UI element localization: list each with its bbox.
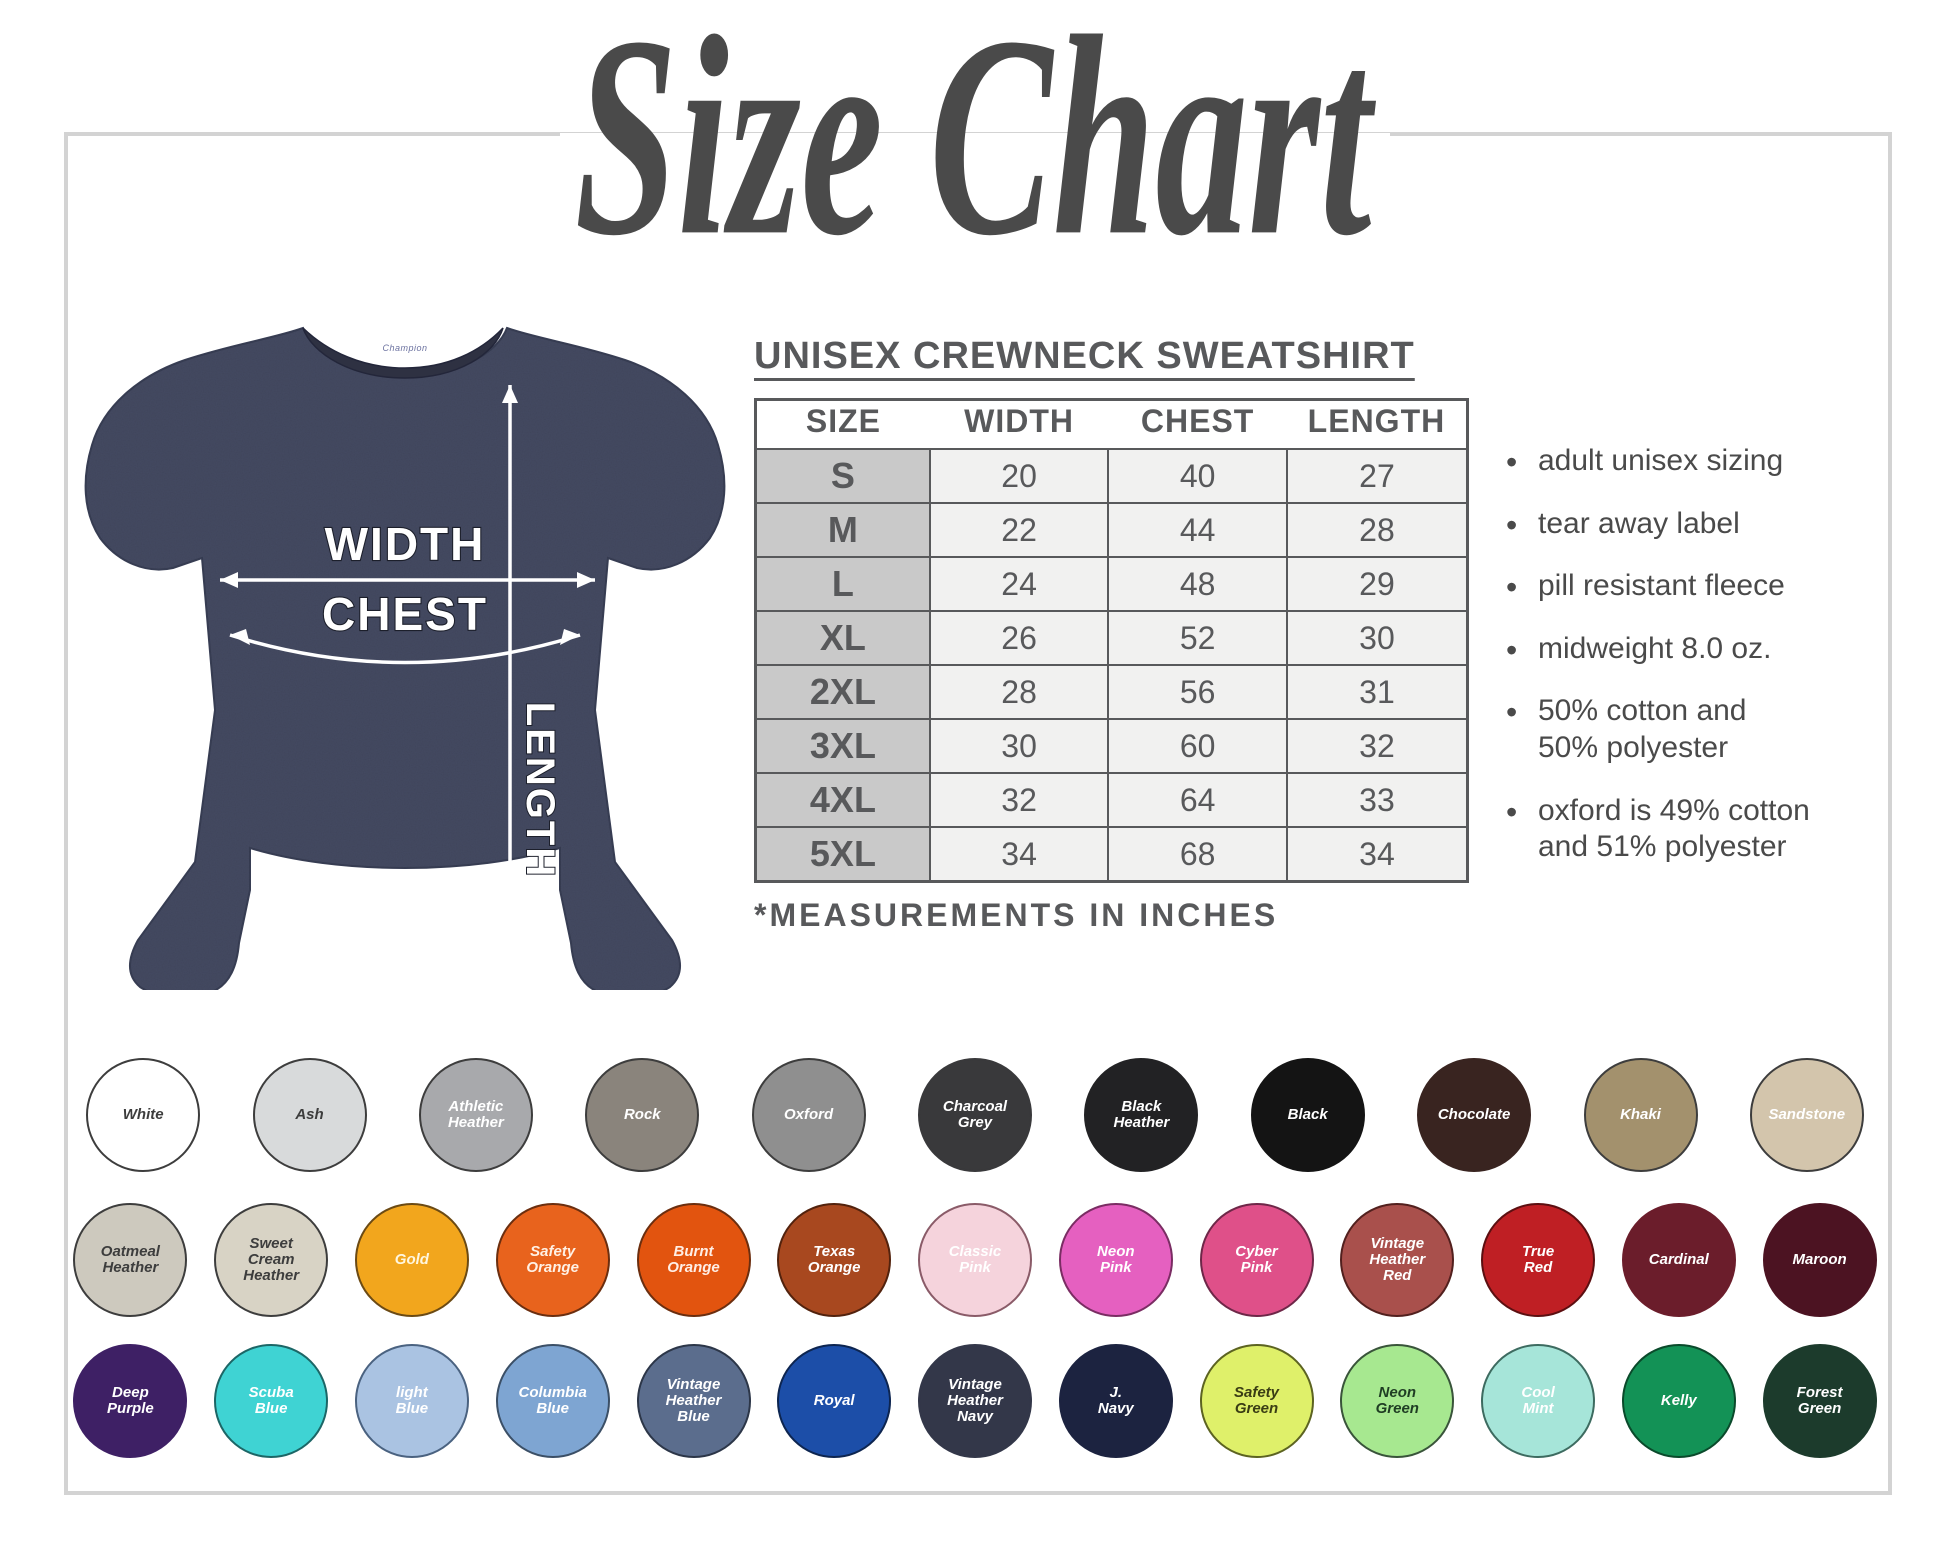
svg-text:CHEST: CHEST xyxy=(322,588,488,640)
svg-text:WIDTH: WIDTH xyxy=(325,518,486,570)
svg-text:Champion: Champion xyxy=(382,343,427,353)
svg-text:LENGTH: LENGTH xyxy=(518,702,562,878)
